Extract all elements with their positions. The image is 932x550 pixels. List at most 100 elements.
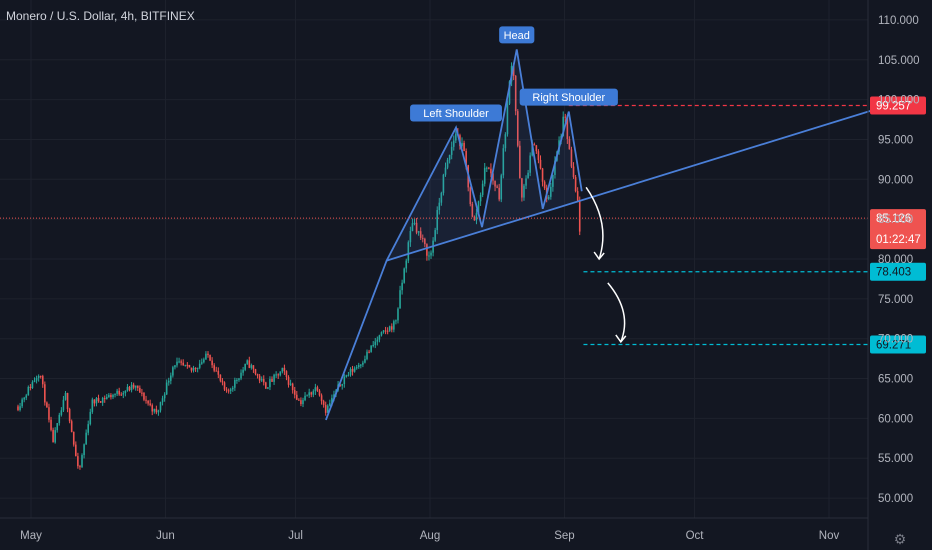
candle-body xyxy=(314,387,317,392)
candle-body xyxy=(440,192,443,203)
candle-body xyxy=(543,181,546,189)
candle-body xyxy=(188,364,191,368)
candle-body xyxy=(153,408,156,412)
candle-body xyxy=(120,394,123,396)
candle-body xyxy=(421,237,424,239)
candle-body xyxy=(85,432,87,445)
candle-body xyxy=(537,151,540,160)
candle-body xyxy=(95,398,98,404)
candle-body xyxy=(438,202,441,211)
candle-body xyxy=(231,387,234,390)
candle-body xyxy=(213,365,215,371)
candle-body xyxy=(366,351,368,360)
candle-body xyxy=(275,374,277,376)
candle-body xyxy=(234,379,236,388)
y-tick-label: 65.000 xyxy=(878,374,913,386)
candle-body xyxy=(572,166,575,178)
candle-body xyxy=(463,142,465,152)
candle-body xyxy=(331,397,333,404)
candle-body xyxy=(33,380,36,383)
countdown-timer: 01:22:47 xyxy=(876,234,921,246)
candle-body xyxy=(477,201,480,214)
candle-body xyxy=(66,392,69,410)
candle-body xyxy=(279,371,282,376)
candle-body xyxy=(29,386,32,389)
last-price-tag xyxy=(870,209,926,250)
candle-body xyxy=(35,377,38,381)
candle-body xyxy=(450,146,453,155)
candle-body xyxy=(54,430,56,443)
candle-body xyxy=(566,117,569,140)
pattern-zigzag xyxy=(325,49,583,421)
candle-body xyxy=(547,196,550,199)
candle-body xyxy=(576,191,579,202)
candle-body xyxy=(180,361,182,363)
candle-body xyxy=(174,365,176,368)
candle-body xyxy=(277,374,280,376)
neckline xyxy=(386,106,882,262)
candle-body xyxy=(198,363,201,368)
candle-body xyxy=(205,353,207,360)
candle-body xyxy=(93,399,96,404)
candle-body xyxy=(419,231,422,238)
candle-body xyxy=(481,183,484,195)
candle-body xyxy=(271,378,273,382)
candle-body xyxy=(525,178,527,186)
candle-body xyxy=(221,380,224,383)
candle-body xyxy=(494,180,496,187)
candle-body xyxy=(436,210,439,231)
candle-body xyxy=(562,116,565,136)
candle-body xyxy=(388,326,391,331)
candle-body xyxy=(393,321,395,330)
candle-body xyxy=(97,398,100,402)
pattern-label-box xyxy=(519,88,618,106)
candle-body xyxy=(380,332,383,336)
candle-body xyxy=(442,174,445,193)
candle-body xyxy=(355,367,358,369)
candle-body xyxy=(343,376,346,385)
candle-body xyxy=(124,390,127,394)
candle-body xyxy=(496,186,498,188)
candle-body xyxy=(349,368,352,375)
level-tag xyxy=(870,335,926,354)
candle-body xyxy=(428,255,430,257)
level-value: 99.257 xyxy=(876,101,911,113)
candle-body xyxy=(512,66,515,76)
candle-body xyxy=(196,367,199,369)
pattern-label: Head xyxy=(504,30,530,42)
time-axis: May Jun Jul Aug Sep Oct Nov xyxy=(0,517,868,542)
candle-body xyxy=(141,392,143,394)
y-tick-label: 70.000 xyxy=(878,334,913,346)
candle-body xyxy=(114,393,116,395)
candle-body xyxy=(21,399,23,407)
candle-body xyxy=(324,404,327,413)
candle-body xyxy=(211,360,213,366)
candle-body xyxy=(149,403,151,406)
candle-body xyxy=(246,360,249,364)
candle-body xyxy=(490,168,492,174)
candle-body xyxy=(570,149,573,167)
candle-body xyxy=(498,187,500,200)
candle-body xyxy=(23,397,25,400)
candle-body xyxy=(260,379,263,381)
candle-body xyxy=(527,172,529,179)
candle-body xyxy=(405,260,408,269)
candle-body xyxy=(56,423,59,431)
x-tick-label: Sep xyxy=(554,530,574,542)
candle-body xyxy=(62,399,65,411)
candle-body xyxy=(461,142,463,147)
candle-body xyxy=(306,395,308,397)
gear-icon[interactable]: ⚙ xyxy=(893,530,907,547)
candle-body xyxy=(372,345,375,347)
candle-body xyxy=(341,384,344,386)
candle-body xyxy=(500,175,503,200)
y-tick-label: 60.000 xyxy=(878,413,913,425)
candle-body xyxy=(118,390,120,395)
candle-body xyxy=(578,201,581,232)
candle-body xyxy=(550,186,552,197)
y-tick-label: 90.000 xyxy=(878,174,913,186)
candle-body xyxy=(167,380,170,383)
candle-body xyxy=(529,155,531,173)
candle-body xyxy=(75,444,77,457)
